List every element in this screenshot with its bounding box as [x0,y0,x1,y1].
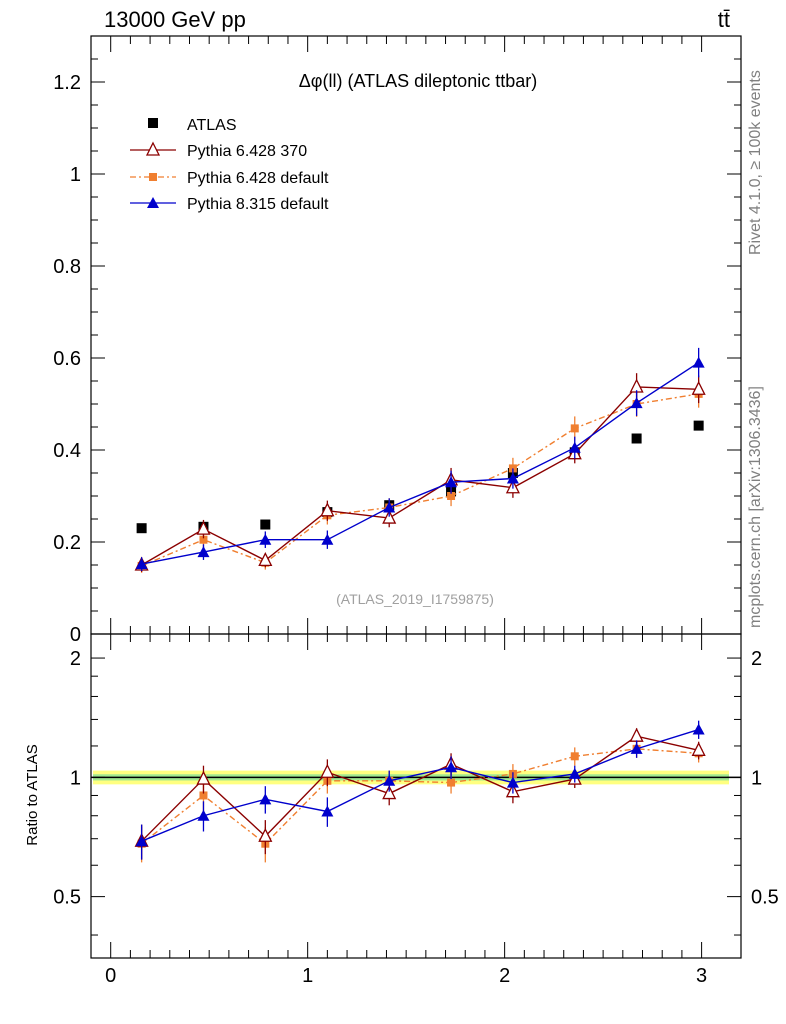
energy-label: 13000 GeV pp [104,7,246,32]
data-point-py8-default [692,356,705,368]
y-tick-label: 0.5 [53,887,81,909]
data-point-py8-default [568,767,581,779]
data-point-py8-default [445,761,458,773]
data-point-py8-default [506,776,519,788]
data-point-atlas [693,420,704,431]
y-tick-label: 0.8 [53,256,81,278]
data-point-py8-default [506,472,519,484]
data-point-py6-370 [258,827,273,842]
y-tick-label: 0.4 [53,440,81,462]
data-point-py8-default [135,835,148,847]
data-point-atlas [260,519,271,530]
series-line-py6-default [141,393,699,567]
series-line-py8-default [141,362,700,565]
data-point-py8-default [630,742,643,754]
legend-item-atlas: ATLAS [148,117,237,134]
legend-label-py6-370: Pythia 6.428 370 [187,143,307,160]
data-point-py8-default [630,397,643,409]
data-point-py8-default [383,501,396,513]
y-tick-label: 0.2 [53,532,81,554]
data-point-py8-default [259,793,272,805]
y-tick-label-right: 2 [751,648,762,670]
y-tick-label: 1.2 [53,72,81,94]
data-point-atlas [631,433,642,444]
legend-label-py6-default: Pythia 6.428 default [187,170,329,187]
data-point-py8-default [259,533,272,545]
data-point-py6-default [570,424,579,433]
legend-marker-py6-370 [145,141,161,156]
legend-item-py6-default: Pythia 6.428 default [130,170,329,187]
legend-item-py6-370: Pythia 6.428 370 [130,141,307,160]
legend-marker-atlas [148,118,158,128]
ratio-y-axis-label: Ratio to ATLAS [24,744,41,845]
data-point-py6-370 [258,551,273,567]
rivet-version-label: Rivet 4.1.0, ≥ 100k events [747,70,764,255]
data-point-py6-370 [629,378,644,393]
series-py6-default [137,740,703,863]
y-tick-label: 1 [70,767,81,789]
process-label: tt̄ [718,7,730,32]
series-line-py6-370 [141,735,699,842]
analysis-tag: (ATLAS_2019_I1759875) [336,591,494,607]
series-line-py8-default [141,728,699,842]
data-point-py6-default [570,752,579,761]
plot-frame [90,633,742,959]
chart-title: Δφ(ll) (ATLAS dileptonic ttbar) [299,71,537,91]
x-tick-label: 2 [499,965,510,987]
data-point-py6-370 [320,502,335,517]
data-point-py6-370 [196,770,211,785]
series-py6-370 [134,373,706,572]
y-tick-label-right: 1 [751,767,762,789]
series-atlas [136,420,704,534]
ratio-panel: 0.5 0.5 1 1 2 2 0 1 2 3 [53,633,779,987]
data-point-py6-370 [629,727,644,742]
y-tick-label: 0.6 [53,348,81,370]
y-tick-label: 1 [70,164,81,186]
series-py8-default [135,720,705,860]
x-tick-label: 0 [105,965,116,987]
data-point-py8-default [692,723,705,735]
data-point-py6-370 [691,380,706,395]
data-point-py8-default [321,533,334,545]
data-point-py6-default [447,778,456,787]
data-point-py8-default [568,441,581,453]
legend-item-py8-default: Pythia 8.315 default [130,196,329,213]
main-panel: 0 0.2 0.4 0.6 0.8 1 1.2 [53,35,742,646]
data-point-py6-370 [691,741,706,756]
x-tick-label: 1 [302,965,313,987]
data-point-py8-default [197,546,210,558]
series-py6-default [137,380,703,573]
legend: ATLAS Pythia 6.428 370 Pythia 6.428 defa… [130,117,329,213]
legend-label-atlas: ATLAS [187,117,237,134]
x-tick-label: 3 [696,965,707,987]
legend-marker-py6-default [149,173,157,181]
data-point-py8-default [321,805,334,817]
data-point-py8-default [445,476,458,488]
series-line-py6-default [141,748,699,845]
data-point-py6-370 [196,520,211,535]
y-tick-label: 0 [70,624,81,646]
series-line-py6-370 [141,386,699,566]
data-point-py8-default [135,558,148,570]
data-point-py8-default [197,809,210,821]
legend-label-py8-default: Pythia 8.315 default [187,196,329,213]
data-point-py6-370 [382,785,397,800]
legend-marker-py8-default [147,197,159,208]
series-py6-370 [134,727,706,860]
mcplots-label: mcplots.cern.ch [arXiv:1306.3436] [747,386,764,628]
data-point-py6-default [199,535,208,544]
data-point-py6-default [199,791,208,800]
y-tick-label: 2 [70,648,81,670]
y-tick-label-right: 0.5 [751,887,779,909]
series-py8-default [135,347,705,571]
data-point-py6-370 [382,509,397,524]
data-point-py6-default [447,492,456,500]
data-point-py8-default [383,774,396,786]
data-point-atlas [136,523,147,534]
data-point-py6-370 [320,763,335,778]
